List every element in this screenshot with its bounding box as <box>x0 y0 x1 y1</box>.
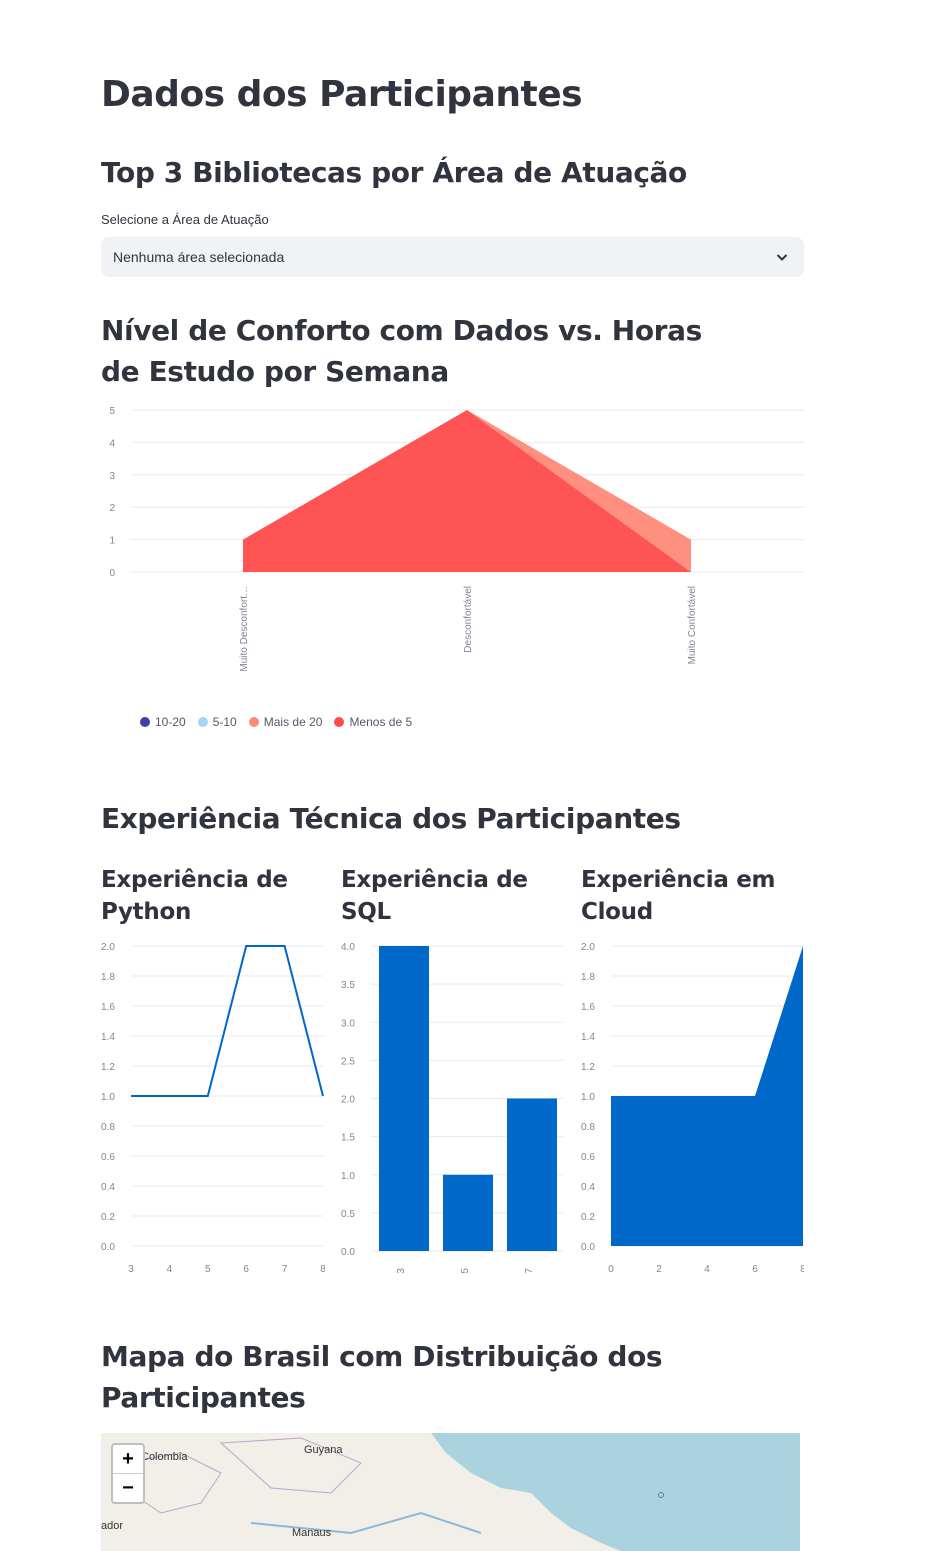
x-tick-label: 0 <box>608 1264 614 1275</box>
y-tick-label: 1.8 <box>101 972 115 983</box>
sql-bar <box>443 1174 493 1251</box>
y-tick-label: 1.8 <box>581 972 595 983</box>
x-tick-label: 5 <box>205 1264 211 1275</box>
comfort-legend: 10-20 5-10 Mais de 20 Menos de 5 <box>140 715 412 729</box>
legend-label: 10-20 <box>155 715 186 729</box>
y-tick-label: 0.2 <box>101 1212 115 1223</box>
x-tick-label: 8 <box>320 1264 325 1275</box>
y-tick-label: 2.5 <box>341 1056 355 1067</box>
y-tick-label: 0.8 <box>581 1122 595 1133</box>
map-land <box>101 1433 664 1551</box>
x-tick-label: 7 <box>524 1268 535 1274</box>
legend-label: Mais de 20 <box>263 715 323 729</box>
map-label-ecuador: ador <box>101 1520 124 1532</box>
x-tick-label: Muito Desconfort… <box>239 586 250 672</box>
sql-chart-title: Experiência de SQL <box>341 867 528 925</box>
x-tick-label: 3 <box>128 1264 134 1275</box>
x-tick-label: 5 <box>460 1268 471 1274</box>
map-label-manaus: Manaus <box>292 1527 332 1539</box>
x-tick-label: 6 <box>752 1264 758 1275</box>
cloud-chart: 0.0 0.2 0.4 0.6 0.8 1.0 1.2 1.4 1.6 1.8 2.0 0 2 4 6 8 <box>581 942 804 1275</box>
y-tick-label: 0.6 <box>581 1152 595 1163</box>
y-tick-label: 0.5 <box>341 1209 355 1220</box>
zoom-out-button[interactable]: − <box>122 1476 134 1499</box>
y-tick-label: 0.8 <box>101 1122 115 1133</box>
y-tick-label: 2.0 <box>101 942 115 953</box>
cloud-area <box>611 946 803 1246</box>
y-tick-label: 2 <box>109 503 115 514</box>
y-tick-label: 2.0 <box>581 942 595 953</box>
legend-dot <box>197 717 208 727</box>
cloud-chart-title: Experiência em Cloud <box>581 867 776 925</box>
x-tick-label: Desconfortável <box>463 586 474 653</box>
zoom-control: + − <box>111 1443 145 1504</box>
comfort-heading: Nível de Conforto com Dados vs. Horas de… <box>101 314 702 388</box>
legend-item[interactable]: Menos de 5 <box>334 715 412 729</box>
zoom-in-button[interactable]: + <box>113 1445 143 1474</box>
y-tick-label: 0.4 <box>581 1182 595 1193</box>
map-label-colombia: Colombia <box>141 1451 188 1463</box>
map-label-guyana: Guyana <box>304 1444 343 1456</box>
y-tick-label: 1.6 <box>581 1002 595 1013</box>
legend-dot <box>140 717 150 727</box>
area-select-label: Selecione a Área de Atuação <box>101 212 269 227</box>
area-select[interactable]: Nenhuma área selecionada <box>101 237 804 277</box>
y-tick-label: 1.6 <box>101 1002 115 1013</box>
sql-bar <box>379 946 429 1251</box>
legend-dot <box>334 717 345 727</box>
y-tick-label: 1.2 <box>101 1062 115 1073</box>
y-tick-label: 1.0 <box>101 1092 115 1103</box>
chevron-down-icon <box>776 254 788 261</box>
y-tick-label: 0.6 <box>101 1152 115 1163</box>
y-tick-label: 0.4 <box>101 1182 115 1193</box>
sql-bar <box>507 1098 557 1251</box>
y-tick-label: 2.0 <box>341 1095 355 1106</box>
y-tick-label: 3.0 <box>341 1018 355 1029</box>
y-tick-label: 4 <box>109 438 115 449</box>
libraries-heading: Top 3 Bibliotecas por Área de Atuação <box>101 156 687 189</box>
python-line <box>131 945 324 1097</box>
x-tick-label: 4 <box>167 1264 173 1275</box>
comfort-chart: 0 1 2 3 4 5 Muito Desconfort… Desconfortável Mui… <box>109 406 804 672</box>
legend-item[interactable]: Mais de 20 <box>248 715 323 729</box>
legend-label: 5-10 <box>212 715 237 729</box>
legend-dot <box>248 717 259 727</box>
x-tick-label: 3 <box>396 1268 407 1274</box>
python-chart-title: Experiência de Python <box>101 867 288 925</box>
y-tick-label: 5 <box>109 406 115 417</box>
series-area <box>243 410 691 572</box>
python-chart: 0.0 0.2 0.4 0.6 0.8 1.0 1.2 1.4 1.6 1.8 2.0 3 4 5 6 7 8 <box>101 942 325 1275</box>
sql-chart: 0.0 0.5 1.0 1.5 2.0 2.5 3.0 3.5 4.0 3 5 7 <box>341 942 563 1274</box>
y-tick-label: 1.2 <box>581 1062 595 1073</box>
y-tick-label: 3 <box>109 471 115 482</box>
x-tick-label: 4 <box>704 1264 710 1275</box>
y-tick-label: 0.0 <box>341 1247 355 1258</box>
map-heading: Mapa do Brasil com Distribuição dos Part… <box>101 1340 663 1414</box>
experience-heading: Experiência Técnica dos Participantes <box>101 802 681 835</box>
y-tick-label: 1.0 <box>341 1171 355 1182</box>
y-tick-label: 4.0 <box>341 942 355 953</box>
x-tick-label: 6 <box>243 1264 249 1275</box>
legend-label: Menos de 5 <box>349 715 413 729</box>
y-tick-label: 1.4 <box>581 1032 595 1043</box>
y-tick-label: 3.5 <box>341 980 355 991</box>
y-tick-label: 0.0 <box>581 1242 595 1253</box>
legend-item[interactable]: 10-20 <box>140 715 186 729</box>
area-select-value: Nenhuma área selecionada <box>113 249 285 265</box>
x-tick-label: Muito Confortável <box>687 586 698 664</box>
brazil-map[interactable]: Colombia Guyana Manaus ador + − <box>101 1433 800 1551</box>
y-tick-label: 1 <box>109 536 115 547</box>
x-tick-label: 2 <box>656 1264 662 1275</box>
y-tick-label: 1.4 <box>101 1032 115 1043</box>
legend-item[interactable]: 5-10 <box>197 715 237 729</box>
x-tick-label: 7 <box>282 1264 288 1275</box>
y-tick-label: 0.0 <box>101 1242 115 1253</box>
y-tick-label: 1.5 <box>341 1133 355 1144</box>
y-tick-label: 0.2 <box>581 1212 595 1223</box>
y-tick-label: 1.0 <box>581 1092 595 1103</box>
y-tick-label: 0 <box>109 568 115 579</box>
page-title: Dados dos Participantes <box>101 74 583 115</box>
series-area <box>243 410 691 572</box>
x-tick-label: 8 <box>800 1264 804 1275</box>
